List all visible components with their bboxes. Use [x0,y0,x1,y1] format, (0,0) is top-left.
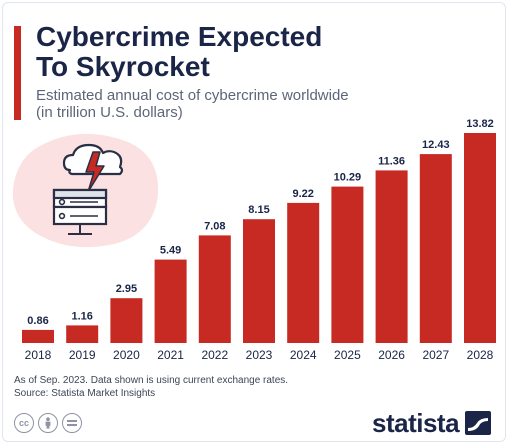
lightning-bolt-icon [85,151,105,193]
x-tick-label-2021: 2021 [157,348,184,362]
data-label-2022: 7.08 [204,220,225,232]
data-label-2018: 0.86 [27,315,48,327]
bar-2021 [154,259,187,343]
bar-2018 [22,329,54,343]
x-tick-label-2027: 2027 [422,348,449,362]
chart-title-line-1: Cybercrime Expected [36,21,323,52]
x-tick-label-2028: 2028 [467,348,494,362]
x-tick-label-2024: 2024 [290,348,317,362]
x-tick-label-2025: 2025 [334,348,361,362]
data-label-2025: 10.29 [334,172,362,184]
footnote: As of Sep. 2023. Data shown is using cur… [14,375,289,386]
brand-wordmark: statista [372,407,460,438]
bar-2019 [66,325,99,343]
data-labels: 0.86 1.16 2.95 5.49 7.08 8.15 9.22 10.29 11.36 12… [27,118,493,327]
x-tick-label-2023: 2023 [246,348,273,362]
bar-2026 [375,170,408,343]
attribution-icon [38,413,58,433]
x-tick-label-2026: 2026 [378,348,405,362]
x-tick-label-2018: 2018 [25,348,52,362]
data-label-2020: 2.95 [116,283,137,295]
chart-subtitle-line-2: (in trillion U.S. dollars) [36,104,183,121]
bar-2028 [464,133,496,343]
bar-2020 [110,298,143,343]
bar-2027 [419,154,452,343]
server-icon [52,188,108,235]
data-label-2028: 13.82 [466,118,494,130]
x-tick-label-2020: 2020 [113,348,140,362]
chart-subtitle: Estimated annual cost of cybercrime worl… [36,87,456,121]
data-label-2024: 9.22 [292,188,313,200]
data-label-2021: 5.49 [160,245,181,257]
bar-2024 [287,202,320,343]
footer-notes: As of Sep. 2023. Data shown is using cur… [14,374,288,400]
bar-2025 [331,186,364,343]
x-axis-tick-labels: 2018 2019 2020 2021 2022 2023 2024 2025 2026 2027… [25,348,494,362]
bar-2023 [243,219,275,343]
data-label-2019: 1.16 [71,310,92,322]
chart-subtitle-line-1: Estimated annual cost of cybercrime worl… [36,87,349,104]
source-note: Source: Statista Market Insights [14,388,156,399]
x-tick-label-2022: 2022 [201,348,228,362]
bar-series [22,133,496,343]
data-label-2026: 11.36 [378,155,405,167]
x-tick-label-2019: 2019 [69,348,96,362]
cc-icon: cc [14,413,34,433]
chart-title: Cybercrime Expected To Skyrocket [36,22,436,82]
data-label-2027: 12.43 [422,139,450,151]
statista-logo[interactable]: statista [372,407,492,438]
chart-title-line-2: To Skyrocket [36,51,210,82]
data-label-2023: 8.15 [248,204,269,216]
license-icons: cc [14,413,82,435]
bar-2022 [198,235,231,343]
no-derivatives-icon [62,413,82,433]
statista-logo-icon [465,411,492,435]
title-accent-bar [14,26,21,120]
server-lightning-illustration [12,133,159,248]
